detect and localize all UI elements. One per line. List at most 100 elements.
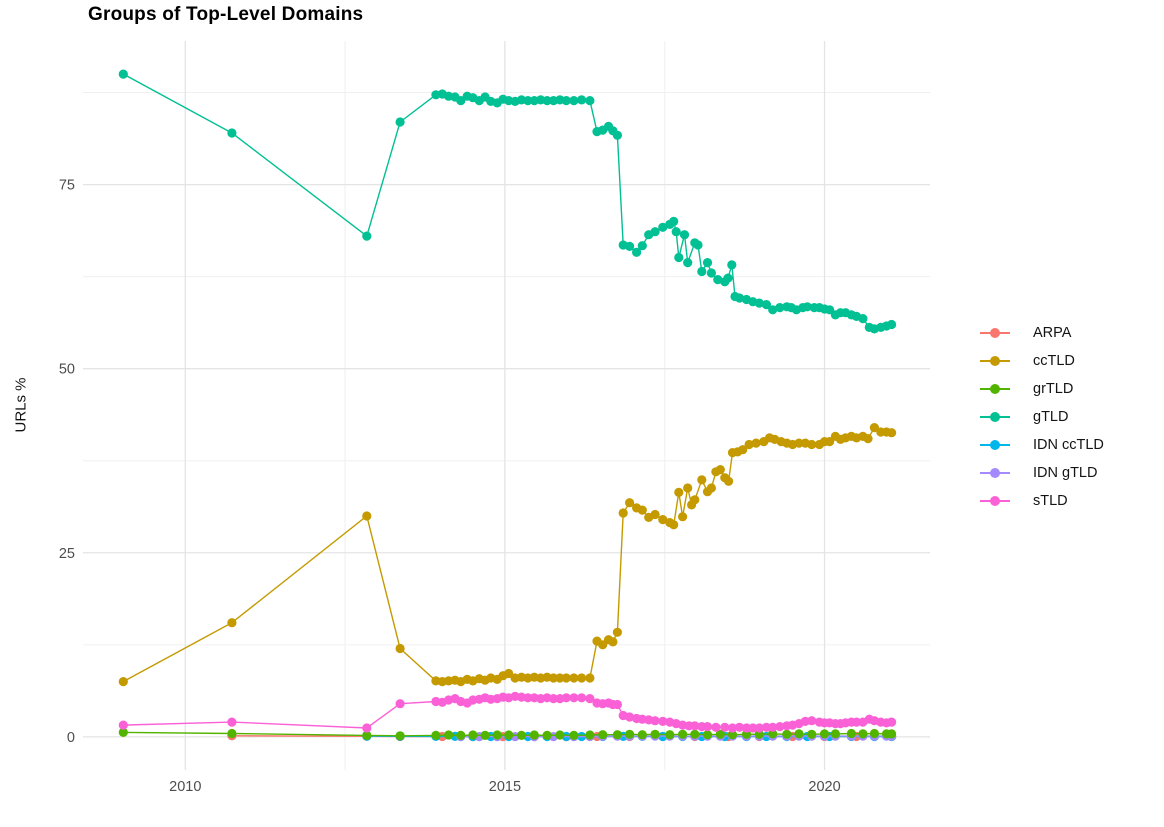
data-point [724, 476, 734, 486]
legend-item-cctld: ccTLD [979, 347, 1104, 375]
data-point [650, 716, 660, 726]
data-point [768, 729, 778, 739]
data-point [807, 439, 817, 450]
data-point [569, 673, 579, 683]
y-tick-label: 0 [67, 730, 75, 746]
data-point [542, 96, 552, 106]
data-point [678, 729, 688, 739]
data-point [118, 727, 128, 738]
data-point [754, 729, 764, 739]
data-point [395, 643, 405, 654]
legend-key-dot [990, 356, 1000, 366]
legend-key-icon [980, 440, 1010, 450]
y-tick-label: 75 [59, 178, 75, 194]
data-point [516, 730, 527, 741]
data-point [819, 729, 830, 739]
data-point [585, 96, 595, 106]
data-point [555, 673, 565, 683]
data-point [754, 298, 764, 308]
data-point [492, 730, 502, 740]
data-point [715, 729, 725, 739]
data-point [887, 717, 897, 727]
data-point [585, 694, 595, 704]
y-axis-title: URLs % [12, 377, 30, 433]
data-point [741, 723, 752, 733]
legend-key-dot [990, 328, 1000, 338]
data-point [625, 498, 635, 508]
data-point [456, 730, 466, 741]
data-point [650, 729, 660, 739]
legend-item-gtld: gTLD [979, 403, 1104, 431]
data-point [706, 483, 717, 493]
data-point [468, 730, 478, 740]
legend-label: sTLD [1033, 493, 1068, 509]
data-point [678, 512, 688, 522]
chart-title: Groups of Top-Level Domains [88, 4, 364, 25]
data-point [830, 729, 841, 739]
data-point [523, 693, 533, 703]
data-point [807, 729, 817, 739]
data-point [690, 495, 700, 505]
data-point [577, 95, 587, 105]
data-point [711, 722, 721, 732]
data-point [782, 729, 792, 739]
legend-key-dot [990, 496, 1000, 506]
data-point [846, 728, 857, 739]
x-tick-label: 2020 [808, 779, 840, 795]
data-point [618, 508, 628, 518]
data-point [637, 730, 647, 740]
data-point [713, 275, 723, 285]
data-point [118, 720, 128, 730]
data-point [679, 230, 690, 240]
legend-label: ARPA [1033, 325, 1072, 341]
legend: ARPA ccTLD grTLD gTLD IDN ccTLD IDN gTLD sTLD [979, 319, 1104, 515]
data-point [702, 722, 713, 732]
data-point [669, 216, 679, 226]
data-point [702, 730, 713, 740]
data-point [744, 439, 754, 450]
data-point [504, 668, 514, 679]
data-point [561, 96, 571, 106]
data-point [669, 520, 679, 530]
data-point [775, 303, 785, 313]
legend-key-dot [990, 440, 1000, 450]
data-point [887, 729, 897, 739]
data-point [577, 673, 587, 683]
data-point [569, 96, 579, 106]
data-point [480, 730, 490, 741]
data-point [395, 117, 405, 127]
data-point [569, 730, 579, 741]
data-point [431, 730, 441, 741]
data-point [734, 722, 745, 732]
data-point [683, 258, 693, 268]
legend-key-icon [980, 496, 1010, 506]
data-point [625, 729, 635, 739]
data-point [674, 487, 684, 497]
data-point [542, 730, 552, 741]
data-point [456, 96, 466, 106]
legend-key-icon [980, 412, 1010, 422]
legend-key-icon [980, 384, 1010, 394]
data-point [548, 694, 559, 704]
data-point [693, 240, 703, 250]
data-point [807, 716, 817, 726]
data-point [794, 729, 804, 739]
data-point [612, 130, 623, 140]
data-point [697, 475, 707, 485]
data-point [612, 627, 623, 637]
data-point [734, 293, 745, 303]
data-point [598, 730, 608, 740]
data-point [118, 677, 128, 687]
data-point [727, 260, 737, 270]
y-tick-label: 50 [59, 362, 75, 378]
data-point [362, 511, 372, 521]
data-point [612, 730, 623, 740]
data-point [863, 434, 873, 444]
data-point [665, 730, 675, 740]
data-point [851, 717, 862, 727]
legend-item-grtld: grTLD [979, 375, 1104, 403]
data-point [741, 729, 752, 739]
x-tick-label: 2015 [489, 779, 521, 795]
